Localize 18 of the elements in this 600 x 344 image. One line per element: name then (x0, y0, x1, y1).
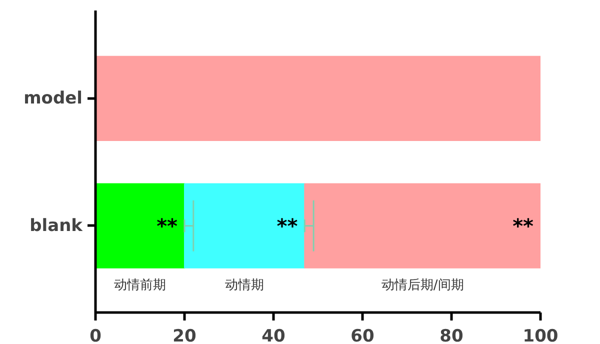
annotation: ** (156, 214, 178, 238)
x-tick-label: 80 (440, 326, 464, 344)
x-tick-label: 0 (90, 326, 102, 344)
bar (96, 56, 540, 141)
series-label: 动情期 (225, 278, 264, 294)
annotation: ** (276, 214, 298, 238)
x-tick-label: 100 (522, 326, 558, 344)
bar (184, 183, 306, 268)
bar (304, 183, 540, 268)
x-tick-label: 60 (350, 326, 374, 344)
y-tick-label: model (24, 88, 83, 108)
annotation: ** (512, 214, 534, 238)
series-label: 动情后期/间期 (381, 278, 464, 294)
x-tick-label: 20 (172, 326, 196, 344)
bar (96, 183, 185, 268)
series-label: 动情前期 (114, 278, 166, 294)
y-tick-label: blank (30, 216, 84, 236)
x-tick-label: 40 (262, 326, 286, 344)
